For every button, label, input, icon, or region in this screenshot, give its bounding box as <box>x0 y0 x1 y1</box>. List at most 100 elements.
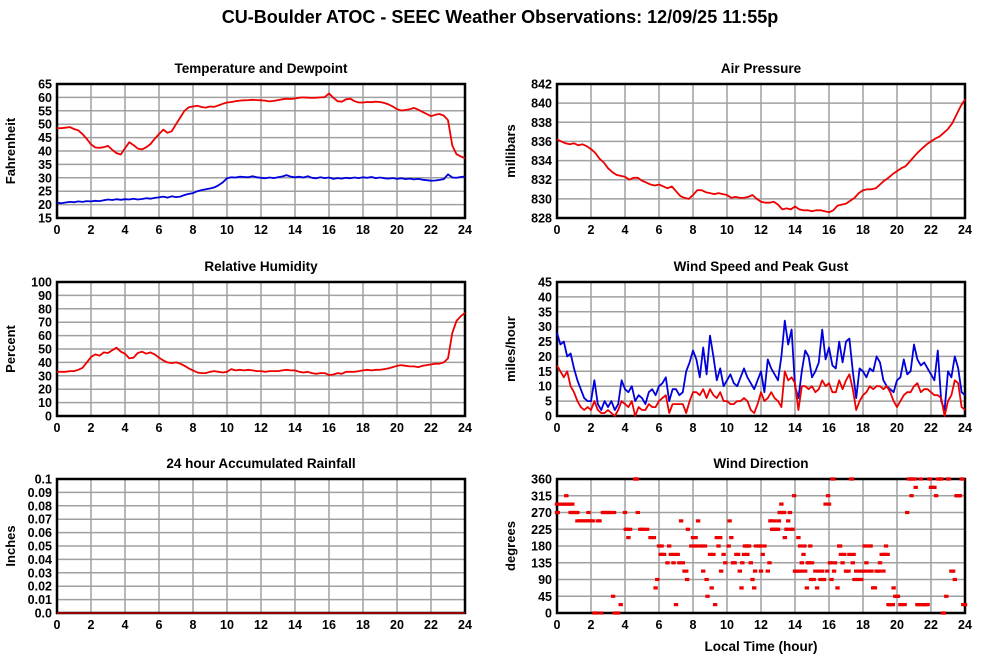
x-tick-label: 0 <box>554 223 561 237</box>
y-tick-label: 15 <box>538 365 552 379</box>
x-tick-label: 24 <box>958 223 972 237</box>
y-tick-label: 40 <box>538 290 552 304</box>
y-tick-label: 90 <box>38 289 52 303</box>
series-pressure <box>556 98 966 214</box>
x-tick-label: 22 <box>924 618 938 632</box>
x-tick-label: 18 <box>856 421 870 435</box>
y-axis-label: degrees <box>503 521 518 571</box>
y-tick-label: 360 <box>531 473 552 487</box>
x-tick-label: 4 <box>122 618 129 632</box>
x-axis-label: Local Time (hour) <box>704 639 817 654</box>
y-tick-label: 45 <box>38 131 52 145</box>
series-wind-speed <box>556 364 966 417</box>
series-peak-gust <box>556 319 966 411</box>
y-tick-label: 80 <box>38 302 52 316</box>
y-tick-label: 0 <box>545 410 552 424</box>
x-tick-label: 16 <box>322 618 336 632</box>
y-tick-label: 20 <box>38 383 52 397</box>
y-tick-label: 0.04 <box>28 553 52 567</box>
x-tick-label: 20 <box>390 618 404 632</box>
x-tick-label: 6 <box>656 223 663 237</box>
x-tick-label: 22 <box>424 421 438 435</box>
x-tick-label: 24 <box>958 421 972 435</box>
x-tick-label: 2 <box>588 618 595 632</box>
y-tick-label: 836 <box>531 135 552 149</box>
chart-title: Relative Humidity <box>204 259 318 274</box>
x-tick-label: 10 <box>720 421 734 435</box>
x-tick-label: 16 <box>322 223 336 237</box>
x-tick-label: 4 <box>622 421 629 435</box>
series-dewpoint <box>56 173 466 205</box>
grid-lines <box>56 83 466 219</box>
y-axis-label: Percent <box>3 324 18 372</box>
x-tick-label: 22 <box>924 421 938 435</box>
x-tick-label: 6 <box>156 223 163 237</box>
y-axis-label: Fahrenheit <box>3 117 18 184</box>
x-tick-label: 0 <box>554 421 561 435</box>
y-tick-label: 828 <box>531 212 552 226</box>
y-tick-label: 0.05 <box>28 540 52 554</box>
y-tick-label: 838 <box>531 116 552 130</box>
chart-title: Wind Speed and Peak Gust <box>674 259 849 274</box>
chart-title: Air Pressure <box>721 61 802 76</box>
x-tick-label: 2 <box>88 223 95 237</box>
x-tick-label: 8 <box>190 223 197 237</box>
y-tick-label: 90 <box>538 573 552 587</box>
y-tick-label: 15 <box>38 212 52 226</box>
y-tick-label: 30 <box>38 171 52 185</box>
x-tick-label: 8 <box>690 421 697 435</box>
y-tick-label: 100 <box>31 276 52 290</box>
x-tick-label: 8 <box>190 421 197 435</box>
x-tick-label: 18 <box>856 223 870 237</box>
x-tick-label: 22 <box>424 223 438 237</box>
y-tick-label: 0.03 <box>28 566 52 580</box>
x-tick-label: 18 <box>856 618 870 632</box>
x-tick-label: 10 <box>720 223 734 237</box>
y-tick-label: 135 <box>531 556 552 570</box>
plot-frame <box>555 82 967 220</box>
y-tick-label: 0.02 <box>28 580 52 594</box>
chart-wind-speed-and-peak-gust: 0 2 4 6 8 10 12 14 16 18 20 22 24 0 5 10 15 20 25 30 35 40 45 W… <box>500 251 1000 451</box>
y-tick-label: 834 <box>531 154 552 168</box>
chart-title: Temperature and Dewpoint <box>174 61 348 76</box>
y-tick-label: 25 <box>38 185 52 199</box>
x-tick-label: 12 <box>254 421 268 435</box>
x-tick-label: 16 <box>322 421 336 435</box>
y-tick-label: 50 <box>38 343 52 357</box>
y-tick-label: 50 <box>38 118 52 132</box>
x-tick-label: 16 <box>822 618 836 632</box>
x-tick-label: 6 <box>656 618 663 632</box>
x-tick-label: 18 <box>356 223 370 237</box>
x-tick-label: 2 <box>88 618 95 632</box>
x-tick-label: 22 <box>924 223 938 237</box>
x-tick-label: 4 <box>622 618 629 632</box>
x-tick-label: 4 <box>622 223 629 237</box>
chart-title: 24 hour Accumulated Rainfall <box>166 456 355 471</box>
x-tick-label: 6 <box>156 421 163 435</box>
y-axis-label: millibars <box>503 124 518 177</box>
x-tick-label: 10 <box>720 618 734 632</box>
x-tick-label: 4 <box>122 223 129 237</box>
x-tick-label: 8 <box>690 223 697 237</box>
y-tick-label: 10 <box>38 396 52 410</box>
x-tick-label: 12 <box>754 223 768 237</box>
y-tick-label: 25 <box>538 335 552 349</box>
plot-frame <box>555 477 967 615</box>
x-tick-label: 14 <box>788 421 802 435</box>
x-tick-label: 24 <box>958 618 972 632</box>
y-tick-label: 30 <box>538 320 552 334</box>
x-tick-label: 12 <box>754 421 768 435</box>
tick-labels: 0 2 4 6 8 10 12 14 16 18 20 22 241520253035404550556… <box>38 78 472 238</box>
page-title: CU-Boulder ATOC - SEEC Weather Observati… <box>221 7 779 27</box>
x-tick-label: 12 <box>254 223 268 237</box>
x-tick-label: 24 <box>458 618 472 632</box>
y-tick-label: 0.0 <box>35 607 52 621</box>
x-tick-label: 0 <box>54 618 61 632</box>
grid-lines <box>556 83 966 219</box>
x-tick-label: 20 <box>890 421 904 435</box>
y-tick-label: 180 <box>531 540 552 554</box>
x-tick-label: 10 <box>220 223 234 237</box>
x-tick-label: 0 <box>554 618 561 632</box>
y-tick-label: 65 <box>38 78 52 92</box>
